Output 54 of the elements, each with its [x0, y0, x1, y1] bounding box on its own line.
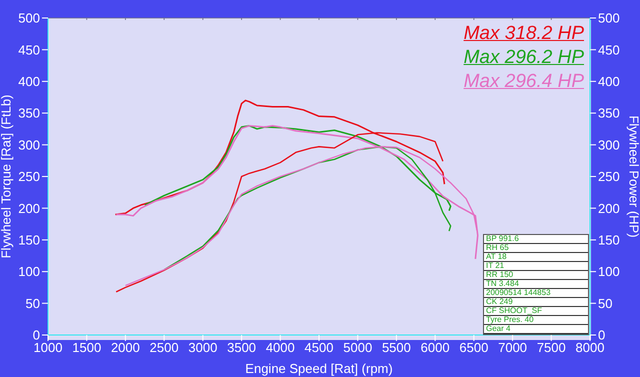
annotation: CF SHOOT_SF	[484, 306, 588, 316]
annotation: IT 21	[484, 261, 588, 271]
y-tick-label: 450	[18, 42, 40, 58]
annotation: RH 65	[484, 243, 588, 253]
y-tick-label: 300	[18, 137, 40, 152]
x-tick-label: 4500	[304, 340, 334, 356]
annotation: Max 296.2 HP	[464, 46, 584, 70]
annotation: CK 249	[484, 297, 588, 307]
y2-tick-label: 0	[598, 328, 606, 343]
annotation: RR 150	[484, 270, 588, 280]
y-tick-label: 250	[18, 169, 40, 184]
y2-tick-label: 200	[598, 200, 620, 216]
x-tick-label: 6000	[420, 340, 450, 356]
annotation: Tyre Pres. 40	[484, 315, 588, 325]
x-tick-label: 3000	[188, 340, 218, 356]
annotation: BP 991.6	[484, 234, 588, 244]
x-tick-label: 1000	[34, 340, 62, 356]
y-tick-label: 100	[18, 264, 40, 280]
x-tick-label: 8000	[576, 340, 604, 356]
x-tick-label: 5500	[382, 340, 411, 356]
annotation: TN 3.484	[484, 279, 588, 289]
y-tick-label: 150	[18, 232, 40, 248]
y-tick-label: 500	[18, 10, 40, 26]
x-tick-label: 7000	[498, 340, 528, 356]
annotation: Max 296.4 HP	[464, 70, 584, 94]
annotation: Max 318.2 HP	[464, 22, 584, 46]
y2-tick-label: 50	[598, 296, 612, 311]
x-axis-title: Engine Speed [Rat] (rpm)	[245, 361, 393, 376]
y2-tick-label: 500	[598, 10, 620, 26]
x-tick-label: 5000	[343, 340, 372, 356]
x-tick-label: 7500	[536, 340, 566, 356]
y-tick-label: 50	[26, 296, 40, 311]
y2-axis-title: Flywheel Power (HP)	[626, 115, 640, 238]
y2-tick-label: 150	[598, 232, 620, 248]
y-tick-label: 200	[18, 200, 40, 216]
y2-tick-label: 450	[598, 42, 620, 58]
x-tick-label: 2500	[150, 340, 179, 356]
annotation: AT 18	[484, 252, 588, 262]
annotation: 20090514 144853	[484, 288, 588, 298]
y-tick-label: 350	[18, 106, 40, 121]
y2-tick-label: 100	[598, 264, 620, 280]
annotation: Gear 4	[484, 324, 588, 334]
y2-tick-label: 400	[598, 74, 620, 90]
x-tick-label: 1500	[72, 340, 102, 356]
x-tick-label: 6500	[459, 340, 488, 356]
x-tick-label: 2000	[110, 340, 140, 356]
y2-tick-label: 300	[598, 137, 620, 152]
y-axis-title: Flywheel Torque [Rat] (FtLb)	[0, 94, 14, 258]
y2-tick-label: 350	[598, 106, 620, 121]
y-tick-label: 0	[32, 328, 40, 343]
x-tick-label: 4000	[266, 340, 295, 356]
y2-tick-label: 250	[598, 169, 620, 184]
y-tick-label: 400	[18, 74, 40, 90]
x-tick-label: 3500	[227, 340, 256, 356]
